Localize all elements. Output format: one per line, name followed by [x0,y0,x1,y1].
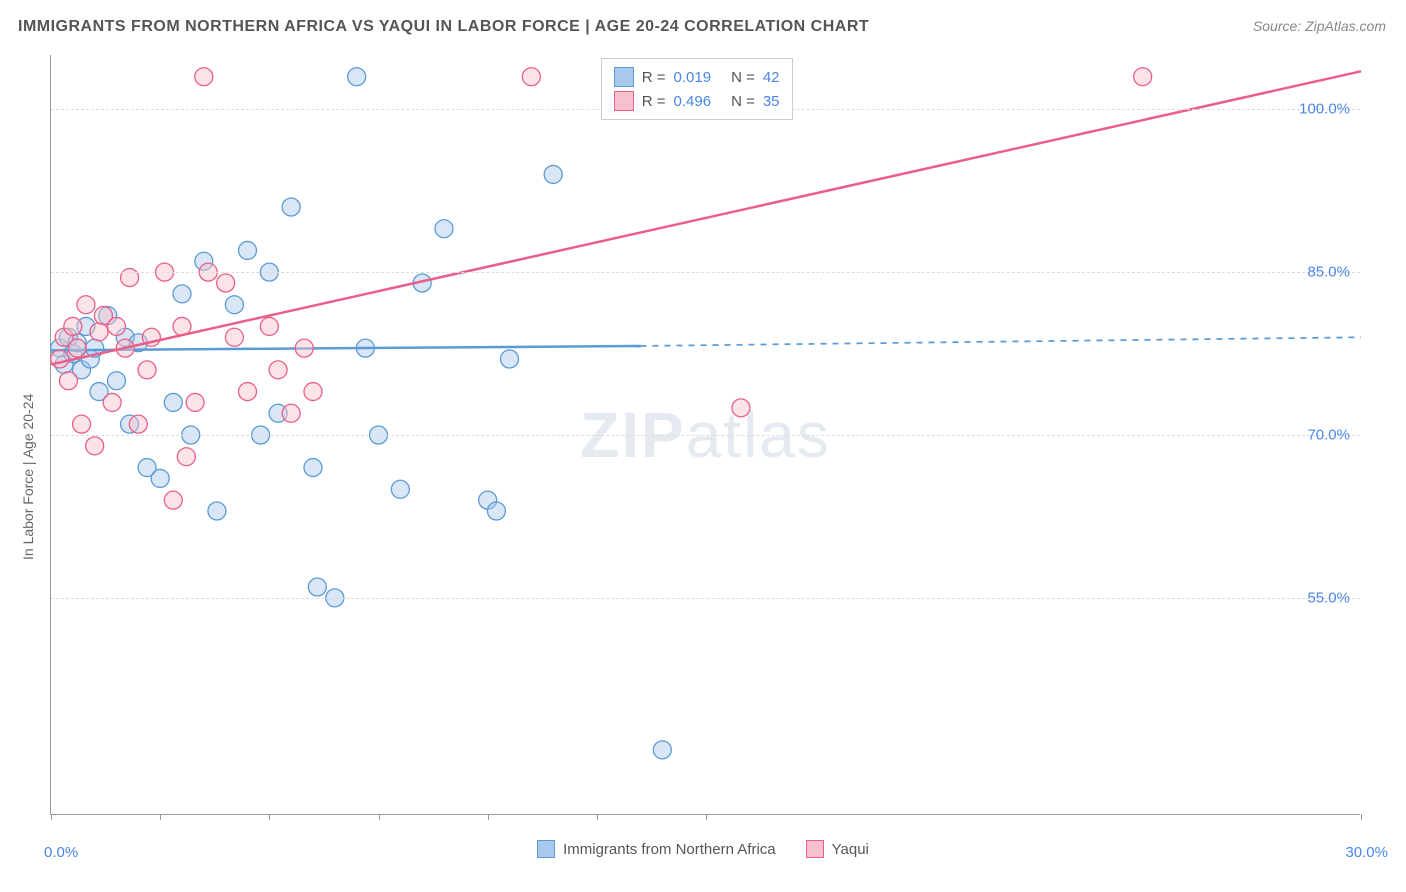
plot-area: ZIPatlas 55.0%70.0%85.0%100.0%R =0.019N … [50,55,1360,815]
stats-row: R = 0.019 N = 42 [614,65,780,89]
legend-item-pink: Yaqui [806,840,869,858]
data-point [108,317,126,335]
data-point [217,274,235,292]
legend-item-blue: Immigrants from Northern Africa [537,840,776,858]
legend-swatch-pink [806,840,824,858]
data-point [64,317,82,335]
data-point [501,350,519,368]
data-point [239,383,257,401]
legend-swatch-blue [537,840,555,858]
bottom-legend: Immigrants from Northern Africa Yaqui [0,840,1406,858]
data-point [304,459,322,477]
source-label: Source: ZipAtlas.com [1253,18,1386,34]
data-point [138,361,156,379]
data-point [487,502,505,520]
data-point [151,469,169,487]
stat-n-value: 42 [763,69,780,86]
stat-n-label: N = [731,93,755,110]
data-point [282,404,300,422]
data-point [90,323,108,341]
data-point [260,317,278,335]
x-tick-30: 30.0% [1345,844,1388,861]
stats-swatch [614,67,634,87]
data-point [304,383,322,401]
data-point [653,741,671,759]
stat-r-label: R = [642,93,666,110]
y-tick-label: 55.0% [1307,589,1350,606]
correlation-chart: IMMIGRANTS FROM NORTHERN AFRICA VS YAQUI… [0,0,1406,892]
data-point [108,372,126,390]
x-tick [1361,814,1362,820]
x-tick-0: 0.0% [44,844,78,861]
data-point [282,198,300,216]
data-point [129,415,147,433]
x-tick [51,814,52,820]
data-point [164,491,182,509]
data-point [177,448,195,466]
stats-row: R = 0.496 N = 35 [614,89,780,113]
data-point [732,399,750,417]
legend-label-blue: Immigrants from Northern Africa [563,841,776,858]
data-point [59,372,77,390]
data-point [208,502,226,520]
data-point [68,339,86,357]
data-point [51,350,69,368]
data-point [173,285,191,303]
data-point [225,328,243,346]
data-point [1134,68,1152,86]
data-point [73,415,91,433]
data-point [391,480,409,498]
x-tick [488,814,489,820]
stat-r-value: 0.496 [674,93,712,110]
data-point [195,68,213,86]
x-tick [160,814,161,820]
data-point [295,339,313,357]
data-point [225,296,243,314]
data-point [544,165,562,183]
gridline [51,598,1360,599]
gridline [51,272,1360,273]
data-point [435,220,453,238]
stat-n-value: 35 [763,93,780,110]
data-point [269,361,287,379]
data-point [186,393,204,411]
y-axis-label: In Labor Force | Age 20-24 [20,394,36,560]
gridline [51,435,1360,436]
x-tick [597,814,598,820]
y-tick-label: 85.0% [1307,264,1350,281]
x-tick [269,814,270,820]
stat-n-label: N = [731,69,755,86]
x-tick [379,814,380,820]
y-tick-label: 70.0% [1307,427,1350,444]
data-point [103,393,121,411]
stat-r-value: 0.019 [674,69,712,86]
stat-r-label: R = [642,69,666,86]
data-point [164,393,182,411]
data-point [348,68,366,86]
data-point [239,241,257,259]
data-point [522,68,540,86]
trend-line-dashed [641,337,1362,346]
x-tick [706,814,707,820]
y-tick-label: 100.0% [1299,101,1350,118]
stats-swatch [614,91,634,111]
stats-legend: R = 0.019 N = 42 R = 0.496 N = 35 [601,58,793,120]
data-point [86,437,104,455]
chart-title: IMMIGRANTS FROM NORTHERN AFRICA VS YAQUI… [18,18,869,36]
data-point [308,578,326,596]
legend-label-pink: Yaqui [832,841,869,858]
data-point [77,296,95,314]
